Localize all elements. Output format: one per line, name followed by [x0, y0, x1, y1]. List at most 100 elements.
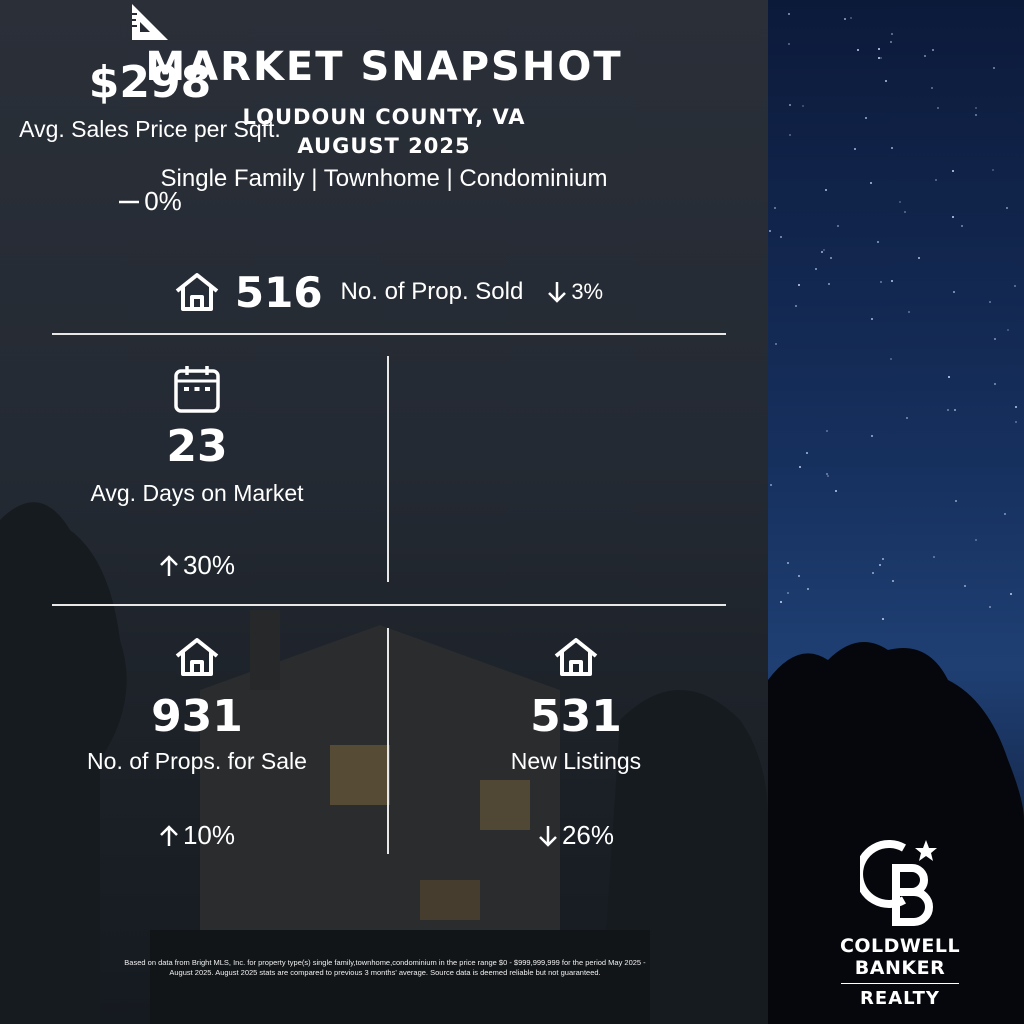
arrow-up-icon [160, 824, 178, 846]
star [770, 484, 772, 486]
stat-new-listings: 531 New Listings 26% [426, 636, 726, 856]
star [807, 588, 809, 590]
star [989, 301, 991, 303]
props-sold-value: 516 [234, 267, 323, 317]
props-sold-row: 516 No. of Prop. Sold 3% [0, 262, 776, 322]
divider-middle-upper [387, 356, 389, 582]
star [992, 169, 994, 171]
stat-props-for-sale: 931 No. of Props. for Sale 10% [47, 636, 347, 856]
page-title: MARKET SNAPSHOT [145, 44, 623, 90]
star [918, 257, 920, 259]
star [891, 280, 893, 282]
star [878, 48, 880, 50]
star [774, 207, 776, 209]
star [931, 87, 933, 89]
star [908, 311, 910, 313]
star [994, 383, 996, 385]
star [787, 562, 789, 564]
star [835, 490, 837, 492]
star [857, 49, 859, 51]
house-icon [175, 273, 219, 311]
star [815, 268, 817, 270]
background-house-photo [0, 0, 768, 1024]
stat-price-per-sqft: $298 Avg. Sales Price per Sqft. 0% [0, 0, 300, 216]
star [865, 117, 867, 119]
price-per-sqft-label: Avg. Sales Price per Sqft. [19, 116, 281, 142]
divider-middle-lower [387, 628, 389, 854]
disclaimer: Based on data from Bright MLS, Inc. for … [124, 958, 646, 977]
star [882, 558, 884, 560]
background-night-sky [768, 0, 1024, 1024]
star [935, 179, 937, 181]
divider-middle [52, 604, 726, 606]
star [769, 230, 771, 232]
days-on-market-label: Avg. Days on Market [90, 480, 304, 506]
price-per-sqft-change: 0% [0, 186, 300, 221]
star [933, 556, 935, 558]
star [953, 291, 955, 293]
star [854, 148, 856, 150]
props-for-sale-change-value: 10% [182, 820, 236, 850]
star [932, 49, 934, 51]
star [806, 452, 808, 454]
star [799, 466, 801, 468]
star [947, 409, 949, 411]
arrow-down-icon [548, 282, 567, 303]
star [890, 41, 892, 43]
star [975, 107, 977, 109]
star [802, 105, 804, 107]
star [891, 147, 893, 149]
props-for-sale-change: 10% [47, 820, 347, 855]
star [989, 606, 991, 608]
logo-text-realty: REALTY [860, 988, 940, 1009]
stat-days-on-market: 23 Avg. Days on Market 30% [47, 364, 347, 584]
house-icon [175, 638, 219, 676]
star [880, 281, 882, 283]
logo-divider [841, 983, 959, 984]
star [975, 114, 977, 116]
divider-top [52, 333, 726, 335]
star [961, 225, 963, 227]
star [837, 225, 839, 227]
star [828, 283, 830, 285]
star [880, 57, 882, 59]
star [937, 107, 939, 109]
house-icon [554, 638, 598, 676]
star [879, 564, 881, 566]
star [1014, 285, 1016, 287]
report-month: AUGUST 2025 [297, 134, 471, 158]
star [952, 170, 954, 172]
star [787, 592, 789, 594]
star [954, 409, 956, 411]
star [871, 318, 873, 320]
days-on-market-change: 30% [47, 550, 347, 585]
star [1015, 406, 1017, 408]
star [1004, 513, 1006, 515]
star [899, 201, 901, 203]
star [827, 475, 829, 477]
new-listings-value: 531 [530, 691, 622, 742]
cb-monogram-icon [855, 840, 937, 926]
star [906, 417, 908, 419]
star [952, 216, 954, 218]
star [780, 601, 782, 603]
star [948, 376, 950, 378]
star [882, 618, 884, 620]
star [994, 338, 996, 340]
props-sold-change: 3% [547, 279, 603, 305]
tree-silhouette [768, 642, 1024, 1024]
star [825, 189, 827, 191]
dash-icon [119, 200, 140, 203]
star [1015, 421, 1017, 423]
star [955, 500, 957, 502]
star [904, 211, 906, 213]
star [872, 572, 874, 574]
star [826, 473, 828, 475]
star [870, 182, 872, 184]
logo-text-coldwell: COLDWELL [839, 935, 961, 957]
new-listings-label: New Listings [510, 748, 642, 774]
star [877, 241, 879, 243]
props-for-sale-value: 931 [151, 691, 243, 742]
star [1010, 593, 1012, 595]
arrow-down-icon [539, 825, 557, 847]
